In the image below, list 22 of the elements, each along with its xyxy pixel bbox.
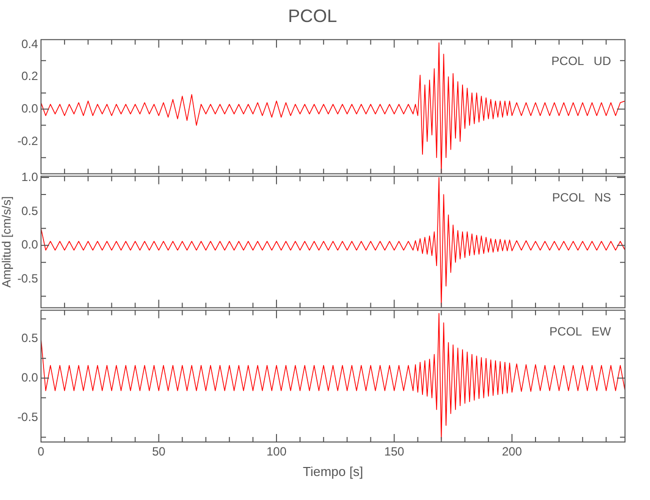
y-tick-label: 0.5 — [21, 330, 38, 345]
annotation: PCOL EW — [549, 324, 612, 339]
x-tick-label: 150 — [384, 444, 405, 459]
y-tick-label: 0.0 — [21, 370, 38, 384]
y-tick-label: -0.5 — [17, 272, 38, 286]
x-tick-label: 0 — [38, 444, 45, 459]
y-axis-title: Amplitud [cm/s/s] — [0, 196, 14, 288]
x-tick-label: 200 — [502, 444, 522, 459]
y-tick-label: 0.4 — [21, 36, 38, 51]
y-tick-label: 0.2 — [21, 69, 38, 84]
y-tick-label: -0.5 — [17, 410, 38, 424]
x-tick-label: 50 — [152, 444, 166, 459]
chart-title: PCOL — [288, 6, 338, 26]
y-tick-label: -0.2 — [17, 134, 38, 148]
y-tick-label: 0.0 — [21, 101, 38, 116]
y-tick-label: 0.0 — [21, 238, 38, 252]
annotation: PCOL NS — [552, 190, 611, 205]
x-tick-label: 100 — [266, 444, 287, 459]
x-axis-title: Tiempo [s] — [302, 464, 364, 479]
annotation: PCOL UD — [551, 54, 612, 68]
y-tick-label: 0.5 — [21, 204, 38, 218]
y-tick-label: 1.0 — [21, 170, 38, 184]
